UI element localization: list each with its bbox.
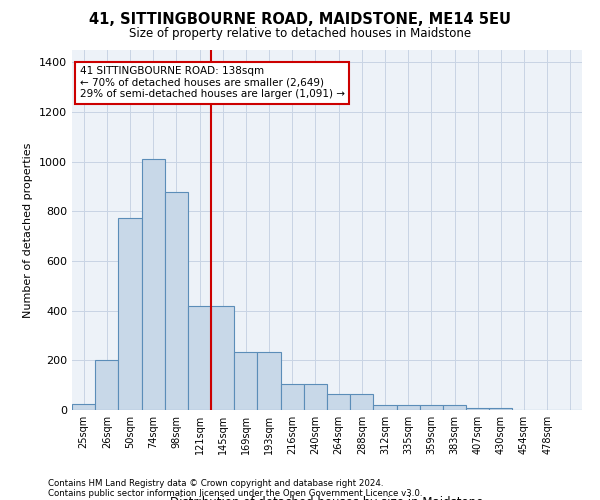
Y-axis label: Number of detached properties: Number of detached properties [23, 142, 34, 318]
Bar [327, 394, 350, 410]
Bar [142, 159, 165, 410]
X-axis label: Distribution of detached houses by size in Maidstone: Distribution of detached houses by size … [170, 496, 484, 500]
Bar [350, 394, 373, 410]
Bar [72, 404, 95, 410]
Bar [234, 352, 257, 410]
Text: 41, SITTINGBOURNE ROAD, MAIDSTONE, ME14 5EU: 41, SITTINGBOURNE ROAD, MAIDSTONE, ME14 … [89, 12, 511, 28]
Bar [281, 384, 304, 410]
Bar [373, 405, 397, 410]
Bar [304, 384, 327, 410]
Bar [165, 192, 188, 410]
Bar [118, 218, 142, 410]
Bar [420, 405, 443, 410]
Bar [489, 408, 512, 410]
Bar [397, 405, 420, 410]
Text: Contains HM Land Registry data © Crown copyright and database right 2024.: Contains HM Land Registry data © Crown c… [48, 478, 383, 488]
Bar [257, 352, 281, 410]
Text: Contains public sector information licensed under the Open Government Licence v3: Contains public sector information licen… [48, 488, 422, 498]
Bar [188, 306, 211, 410]
Bar [211, 306, 234, 410]
Text: 41 SITTINGBOURNE ROAD: 138sqm
← 70% of detached houses are smaller (2,649)
29% o: 41 SITTINGBOURNE ROAD: 138sqm ← 70% of d… [80, 66, 344, 100]
Bar [443, 405, 466, 410]
Text: Size of property relative to detached houses in Maidstone: Size of property relative to detached ho… [129, 28, 471, 40]
Bar [95, 360, 118, 410]
Bar [466, 408, 489, 410]
